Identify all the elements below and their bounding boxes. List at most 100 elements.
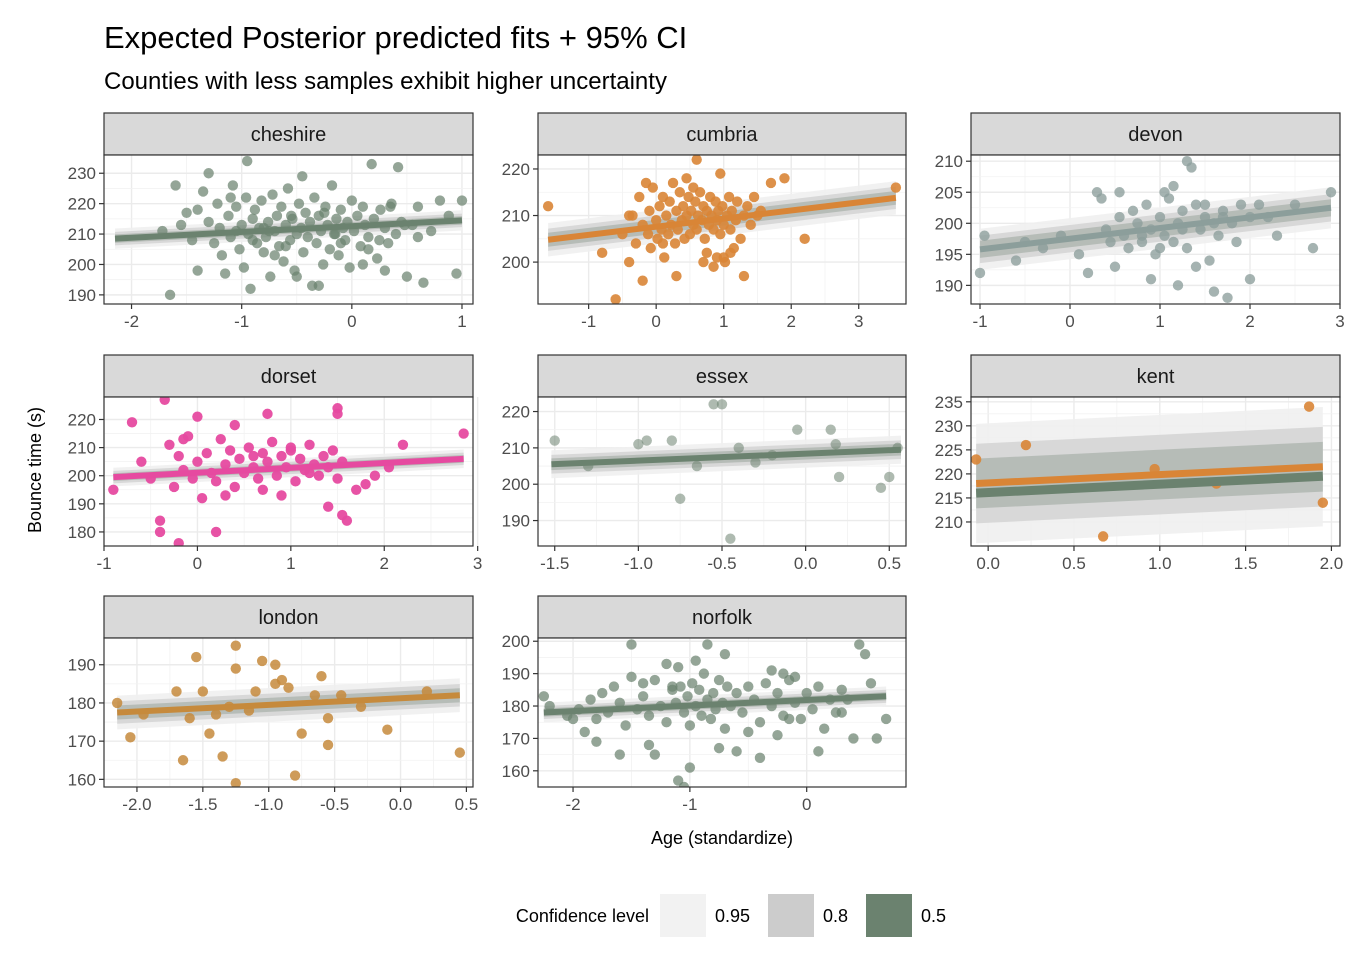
y-tick-label: 220 bbox=[68, 195, 96, 214]
data-point bbox=[159, 397, 170, 406]
data-point bbox=[368, 213, 380, 225]
data-point bbox=[286, 210, 297, 222]
data-point bbox=[357, 259, 369, 270]
data-point bbox=[332, 473, 343, 484]
data-point bbox=[223, 210, 234, 222]
data-point bbox=[654, 201, 665, 212]
data-point bbox=[1114, 187, 1125, 198]
y-axis: 180 190 200 210 220 bbox=[68, 410, 104, 542]
facet-strip bbox=[537, 112, 907, 156]
chart-title: Expected Posterior predicted fits + 95% … bbox=[104, 20, 687, 55]
data-point bbox=[318, 450, 329, 462]
data-point bbox=[726, 205, 737, 217]
data-point bbox=[1325, 187, 1337, 198]
data-point bbox=[645, 242, 656, 254]
data-point bbox=[1132, 218, 1143, 229]
data-point bbox=[290, 476, 301, 487]
y-tick-label: 220 bbox=[502, 403, 530, 422]
panel-border bbox=[103, 637, 474, 788]
y-tick-label: 230 bbox=[68, 164, 96, 183]
data-point bbox=[779, 173, 790, 184]
x-tick-label: -1.5 bbox=[188, 795, 217, 814]
data-point bbox=[164, 289, 176, 301]
data-point bbox=[1195, 224, 1206, 235]
legend-key-08 bbox=[768, 894, 814, 937]
data-point bbox=[333, 250, 344, 261]
data-point bbox=[691, 460, 703, 472]
data-point bbox=[296, 728, 307, 739]
y-tick-label: 190 bbox=[68, 495, 96, 514]
x-axis: -1 0 1 2 3 bbox=[581, 304, 863, 331]
data-point bbox=[538, 691, 550, 702]
data-point bbox=[884, 471, 895, 483]
data-point bbox=[1235, 199, 1247, 210]
data-point bbox=[1177, 205, 1188, 217]
data-point bbox=[230, 663, 241, 674]
data-point bbox=[256, 195, 267, 206]
data-point bbox=[230, 201, 242, 212]
x-tick-label: 1.5 bbox=[1234, 554, 1258, 573]
data-point bbox=[248, 450, 259, 462]
data-point bbox=[309, 690, 321, 701]
plot-area bbox=[974, 156, 1337, 303]
data-point bbox=[243, 442, 254, 453]
x-tick-label: 1 bbox=[719, 312, 728, 331]
panel-london: london -2.0 -1.5 -1.0 -0.5 0.0 0.5 160 170 180 190 bbox=[68, 595, 478, 814]
data-point bbox=[715, 168, 726, 179]
x-tick-label: 1 bbox=[1155, 312, 1164, 331]
data-point bbox=[725, 224, 736, 235]
data-point bbox=[192, 411, 203, 422]
x-tick-label: 2.0 bbox=[1320, 554, 1344, 573]
data-point bbox=[171, 686, 182, 697]
x-tick-label: 3 bbox=[473, 554, 482, 573]
data-point bbox=[825, 424, 836, 435]
data-point bbox=[309, 192, 320, 203]
data-point bbox=[708, 687, 719, 699]
data-point bbox=[304, 439, 315, 450]
data-point bbox=[240, 192, 252, 203]
y-tick-label: 180 bbox=[502, 697, 530, 716]
data-point bbox=[715, 228, 726, 240]
data-point bbox=[801, 687, 812, 699]
data-point bbox=[262, 456, 273, 467]
data-point bbox=[783, 713, 795, 725]
x-tick-label: 2 bbox=[1245, 312, 1254, 331]
data-point bbox=[208, 237, 220, 249]
data-point bbox=[675, 681, 686, 692]
data-point bbox=[234, 244, 245, 255]
data-point bbox=[173, 537, 184, 546]
data-point bbox=[830, 439, 841, 450]
data-point bbox=[1010, 255, 1022, 266]
panel-cumbria: cumbria -1 0 1 2 3 200 210 220 bbox=[502, 112, 907, 331]
data-point bbox=[591, 736, 602, 747]
facet-label: dorset bbox=[261, 366, 317, 388]
data-point bbox=[451, 268, 462, 279]
data-point bbox=[1204, 255, 1215, 266]
plot-area bbox=[538, 639, 892, 787]
data-point bbox=[1317, 497, 1329, 508]
data-point bbox=[722, 681, 733, 692]
data-point bbox=[241, 155, 253, 167]
data-point bbox=[322, 739, 334, 751]
x-axis: -2 -1 0 bbox=[565, 787, 811, 814]
data-point bbox=[819, 723, 830, 734]
y-axis: 190 195 200 205 210 bbox=[935, 152, 971, 295]
data-point bbox=[316, 671, 327, 682]
data-point bbox=[694, 684, 705, 696]
plot-area bbox=[108, 397, 469, 546]
data-point bbox=[252, 473, 264, 484]
data-point bbox=[623, 210, 635, 221]
data-point bbox=[330, 228, 341, 240]
facet-strip bbox=[970, 112, 1341, 156]
data-point bbox=[363, 244, 374, 255]
y-axis: 210 215 220 225 230 235 bbox=[935, 393, 971, 532]
panel-border bbox=[103, 396, 474, 547]
y-axis: 160 170 180 190 bbox=[68, 656, 104, 789]
data-point bbox=[375, 204, 386, 215]
fit-line bbox=[547, 194, 897, 243]
data-point bbox=[366, 158, 377, 170]
data-point bbox=[108, 484, 119, 495]
data-point bbox=[304, 216, 316, 228]
data-point bbox=[276, 450, 287, 462]
